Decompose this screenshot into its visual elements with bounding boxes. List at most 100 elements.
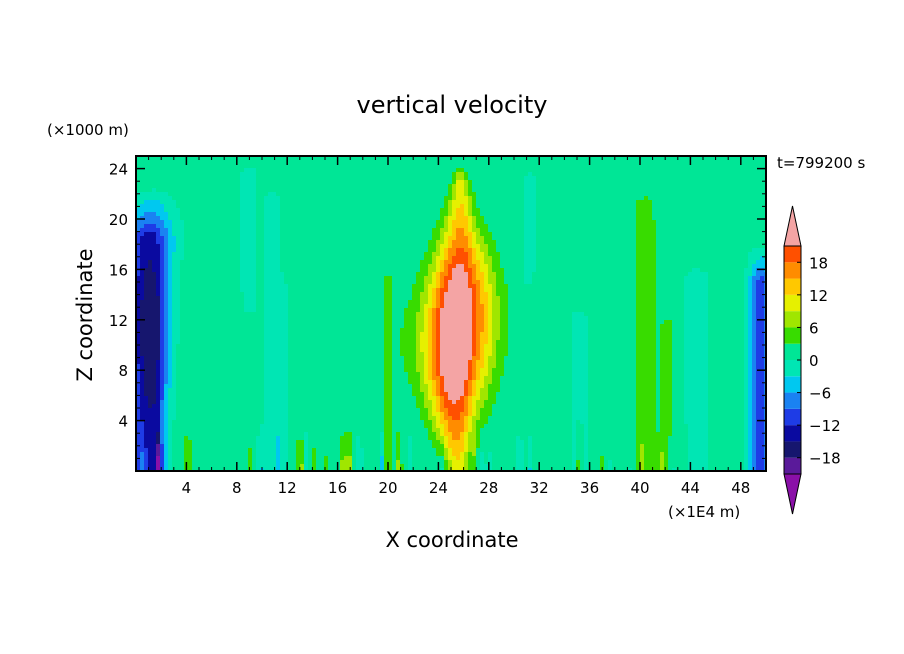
field-cell <box>600 216 605 221</box>
field-cell <box>616 176 621 181</box>
field-cell <box>232 264 237 269</box>
field-cell <box>728 224 733 229</box>
field-cell <box>584 256 589 261</box>
field-cell <box>272 236 277 241</box>
field-cell <box>156 220 161 225</box>
field-cell <box>608 196 613 201</box>
field-cell <box>356 160 361 165</box>
field-cell <box>320 256 325 261</box>
field-cell <box>380 188 385 193</box>
field-cell <box>380 280 385 285</box>
field-cell <box>460 224 465 229</box>
field-cell <box>408 240 413 245</box>
field-cell <box>552 272 557 277</box>
field-cell <box>508 184 513 189</box>
field-cell <box>372 224 377 229</box>
field-cell <box>708 232 713 237</box>
field-cell <box>336 240 341 245</box>
field-cell <box>440 264 445 269</box>
field-cell <box>428 200 433 205</box>
field-cell <box>528 160 533 165</box>
field-cell <box>648 176 653 181</box>
field-cell <box>248 168 253 173</box>
field-cell <box>256 168 261 173</box>
field-cell <box>396 172 401 177</box>
field-cell <box>732 200 737 205</box>
field-cell <box>396 260 401 265</box>
field-cell <box>396 220 401 225</box>
field-cell <box>256 272 261 277</box>
field-cell <box>384 164 389 169</box>
field-cell <box>592 276 597 281</box>
field-cell <box>444 172 449 177</box>
field-cell <box>656 268 661 273</box>
field-cell <box>276 248 281 253</box>
field-cell <box>584 156 589 161</box>
field-cell <box>396 156 401 161</box>
field-cell <box>220 264 225 269</box>
field-cell <box>332 220 337 225</box>
field-cell <box>348 200 353 205</box>
field-cell <box>608 212 613 217</box>
field-cell <box>264 232 269 237</box>
field-cell <box>688 248 693 253</box>
field-cell <box>608 264 613 269</box>
field-cell <box>640 192 645 197</box>
field-cell <box>280 260 285 265</box>
field-cell <box>240 200 245 205</box>
field-cell <box>336 228 341 233</box>
field-cell <box>376 272 381 277</box>
field-cell <box>728 160 733 165</box>
field-cell <box>168 260 173 265</box>
field-cell <box>312 212 317 217</box>
field-cell <box>336 192 341 197</box>
field-cell <box>292 264 297 269</box>
field-cell <box>312 228 317 233</box>
field-cell <box>176 216 181 221</box>
field-cell <box>140 220 145 225</box>
field-cell <box>756 204 761 209</box>
field-cell <box>548 176 553 181</box>
field-cell <box>680 192 685 197</box>
field-cell <box>384 220 389 225</box>
field-cell <box>440 228 445 233</box>
field-cell <box>584 204 589 209</box>
field-cell <box>592 236 597 241</box>
field-cell <box>476 236 481 241</box>
field-cell <box>304 176 309 181</box>
field-cell <box>412 228 417 233</box>
field-cell <box>720 176 725 181</box>
field-cell <box>528 244 533 249</box>
field-cell <box>676 192 681 197</box>
field-cell <box>636 200 641 205</box>
field-cell <box>664 188 669 193</box>
field-cell <box>224 228 229 233</box>
field-cell <box>704 192 709 197</box>
field-cell <box>736 172 741 177</box>
field-cell <box>588 176 593 181</box>
field-cell <box>608 220 613 225</box>
field-cell <box>356 252 361 257</box>
field-cell <box>456 184 461 189</box>
field-cell <box>144 204 149 209</box>
field-cell <box>360 188 365 193</box>
field-cell <box>748 156 753 161</box>
field-cell <box>384 180 389 185</box>
field-cell <box>460 184 465 189</box>
field-cell <box>608 192 613 197</box>
field-cell <box>584 232 589 237</box>
field-cell <box>196 168 201 173</box>
field-cell <box>700 216 705 221</box>
field-cell <box>368 232 373 237</box>
field-cell <box>436 228 441 233</box>
field-cell <box>504 160 509 165</box>
field-cell <box>440 164 445 169</box>
field-cell <box>320 244 325 249</box>
field-cell <box>612 260 617 265</box>
field-cell <box>448 164 453 169</box>
field-cell <box>396 272 401 277</box>
field-cell <box>544 256 549 261</box>
field-cell <box>760 180 765 185</box>
field-cell <box>504 172 509 177</box>
field-cell <box>456 192 461 197</box>
